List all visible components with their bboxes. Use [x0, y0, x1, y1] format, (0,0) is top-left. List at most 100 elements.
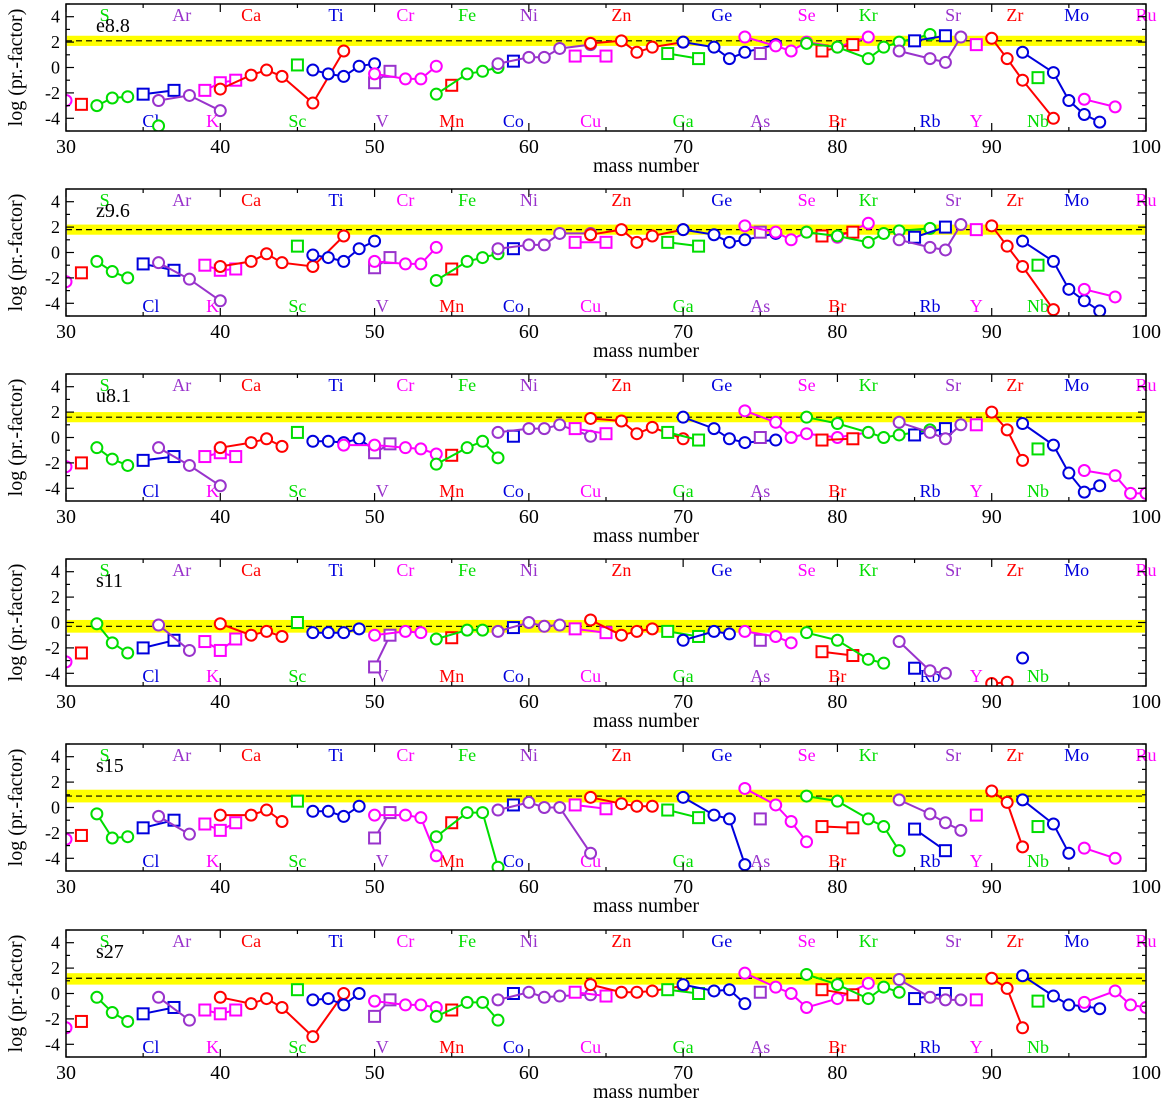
- series-line: [1084, 469, 1146, 495]
- x-tick-label: 80: [827, 691, 847, 713]
- x-tick-label: 90: [982, 691, 1002, 713]
- data-point-circle: [630, 427, 644, 441]
- data-point-circle: [769, 798, 783, 812]
- data-point-circle: [414, 442, 428, 456]
- series-line: [435, 811, 499, 868]
- data-point-circle: [1093, 479, 1107, 493]
- element-label-ga: Ga: [673, 666, 694, 686]
- data-point-circle: [1077, 107, 1091, 121]
- data-point-circle: [1108, 469, 1122, 483]
- data-point-circle: [1077, 841, 1091, 855]
- element-label-k: K: [206, 111, 219, 131]
- data-point-square: [908, 661, 922, 675]
- data-point-circle: [1062, 94, 1076, 108]
- y-tick-label: 2: [51, 402, 60, 422]
- data-point-circle: [1046, 989, 1060, 1003]
- data-point-circle: [213, 294, 227, 308]
- data-point-circle: [923, 425, 937, 439]
- x-tick-label: 80: [827, 1062, 847, 1084]
- x-axis-label: mass number: [593, 1081, 699, 1103]
- x-tick-label: 30: [56, 876, 76, 898]
- data-point-square: [815, 820, 829, 834]
- data-point-circle: [738, 219, 752, 233]
- data-point-circle: [1062, 466, 1076, 480]
- element-label-zr: Zr: [1006, 375, 1023, 395]
- element-label-ca: Ca: [241, 5, 261, 25]
- data-point-circle: [892, 844, 906, 858]
- data-point-square: [383, 806, 397, 820]
- data-point-circle: [954, 218, 968, 232]
- data-point-circle: [476, 434, 490, 448]
- x-tick-label: 40: [210, 506, 230, 528]
- data-point-circle: [182, 272, 196, 286]
- element-label-br: Br: [828, 851, 846, 871]
- data-point-square: [198, 258, 212, 272]
- data-point-circle: [460, 623, 474, 637]
- data-point-circle: [1000, 239, 1014, 253]
- data-point-square: [1031, 258, 1045, 272]
- series-line: [312, 805, 360, 818]
- element-label-ar: Ar: [172, 745, 191, 765]
- element-label-ge: Ge: [711, 5, 732, 25]
- data-point-square: [753, 812, 767, 826]
- data-point-circle: [954, 418, 968, 432]
- element-label-s: S: [100, 190, 110, 210]
- data-point-circle: [275, 256, 289, 270]
- data-point-circle: [954, 823, 968, 837]
- data-point-circle: [830, 417, 844, 431]
- x-tick-label: 80: [827, 321, 847, 343]
- data-point-circle: [861, 976, 875, 990]
- data-point-circle: [429, 632, 443, 646]
- data-point-circle: [306, 993, 320, 1007]
- data-point-circle: [398, 441, 412, 455]
- data-point-circle: [784, 44, 798, 58]
- data-point-circle: [522, 795, 536, 809]
- data-point-circle: [985, 219, 999, 233]
- x-tick-label: 100: [1131, 876, 1161, 898]
- data-point-square: [198, 1003, 212, 1017]
- element-label-s: S: [100, 745, 110, 765]
- element-label-co: Co: [503, 1037, 524, 1057]
- data-point-circle: [213, 479, 227, 493]
- series-line: [898, 421, 962, 440]
- data-point-circle: [584, 613, 598, 627]
- data-point-circle: [614, 223, 628, 237]
- data-point-circle: [877, 980, 891, 994]
- element-label-ni: Ni: [520, 745, 538, 765]
- data-point-circle: [722, 432, 736, 446]
- data-point-circle: [321, 804, 335, 818]
- data-point-circle: [306, 259, 320, 273]
- element-label-sc: Sc: [288, 111, 306, 131]
- data-point-circle: [429, 830, 443, 844]
- data-point-square: [136, 453, 150, 467]
- data-point-circle: [152, 990, 166, 1004]
- data-point-circle: [645, 40, 659, 54]
- data-point-circle: [476, 623, 490, 637]
- element-label-nb: Nb: [1027, 666, 1049, 686]
- data-point-circle: [877, 820, 891, 834]
- data-point-square: [908, 230, 922, 244]
- data-point-circle: [368, 254, 382, 268]
- data-point-circle: [923, 807, 937, 821]
- x-tick-label: 60: [519, 1062, 539, 1084]
- data-point-circle: [892, 793, 906, 807]
- data-point-circle: [877, 226, 891, 240]
- data-point-circle: [877, 40, 891, 54]
- y-axis-label: log (pr.-factor): [5, 9, 27, 127]
- data-point-circle: [429, 59, 443, 73]
- data-point-square: [445, 78, 459, 92]
- x-tick-label: 70: [673, 506, 693, 528]
- x-axis-label: mass number: [593, 710, 699, 732]
- element-label-zr: Zr: [1006, 560, 1023, 580]
- data-point-circle: [938, 243, 952, 257]
- data-point-circle: [398, 72, 412, 86]
- x-axis-label: mass number: [593, 340, 699, 362]
- element-label-ti: Ti: [328, 5, 343, 25]
- element-label-cu: Cu: [580, 296, 601, 316]
- element-label-br: Br: [828, 296, 846, 316]
- element-label-se: Se: [798, 190, 816, 210]
- data-point-square: [846, 225, 860, 239]
- data-point-circle: [90, 617, 104, 631]
- data-point-circle: [306, 434, 320, 448]
- element-label-ar: Ar: [172, 190, 191, 210]
